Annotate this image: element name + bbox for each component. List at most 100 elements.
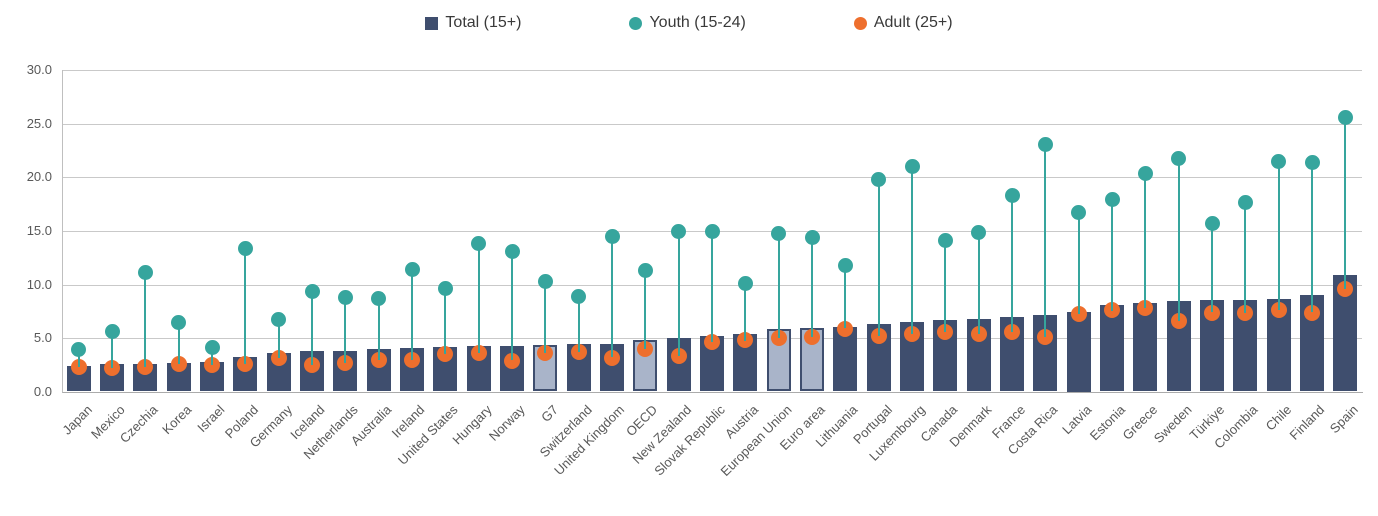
axis-frame xyxy=(62,70,1363,393)
youth-dot-legend-swatch-icon xyxy=(629,16,643,30)
adult-dot-germany xyxy=(271,350,287,366)
youth-dot-hungary xyxy=(471,236,486,251)
youth-dot-japan xyxy=(71,342,86,357)
adult-dot-japan xyxy=(71,359,87,375)
adult-dot-israel xyxy=(204,357,220,373)
youth-dot-sweden xyxy=(1171,151,1186,166)
total-bar-legend-swatch-icon xyxy=(425,16,439,30)
adult-dot-switzerland xyxy=(571,344,587,360)
youth-dot-norway xyxy=(505,244,520,259)
youth-stem-new-zealand xyxy=(678,231,680,356)
y-axis-tick-10.0: 10.0 xyxy=(26,277,52,292)
adult-dot-legend-swatch-icon xyxy=(853,16,867,30)
gridline-30.0 xyxy=(62,70,1362,71)
youth-stem-israel xyxy=(211,348,213,365)
youth-dot-estonia xyxy=(1105,192,1120,207)
x-label-g7: G7 xyxy=(538,402,561,425)
youth-stem-hungary xyxy=(478,244,480,353)
adult-dot-luxembourg xyxy=(904,326,920,342)
adult-dot-g7 xyxy=(537,345,553,361)
youth-dot-korea xyxy=(171,315,186,330)
youth-dot-austria xyxy=(738,276,753,291)
adult-dot-united-states xyxy=(437,346,453,362)
youth-dot-chile xyxy=(1271,154,1286,169)
legend-item-adult: Adult (25+) xyxy=(853,14,953,32)
youth-stem-european-union xyxy=(778,233,780,338)
adult-dot-iceland xyxy=(304,357,320,373)
adult-dot-sweden xyxy=(1171,313,1187,329)
youth-dot-france xyxy=(1005,188,1020,203)
youth-stem-sweden xyxy=(1178,158,1180,321)
chart-legend: Total (15+) Youth (15-24) Adult (25+) xyxy=(0,14,1378,32)
youth-dot-czechia xyxy=(138,265,153,280)
youth-stem-spain xyxy=(1344,117,1346,289)
youth-dot-finland xyxy=(1305,155,1320,170)
youth-stem-estonia xyxy=(1111,200,1113,311)
youth-dot-greece xyxy=(1138,166,1153,181)
legend-item-total: Total (15+) xyxy=(425,14,521,32)
legend-item-youth: Youth (15-24) xyxy=(629,14,746,32)
youth-dot-netherlands xyxy=(338,290,353,305)
adult-dot-greece xyxy=(1137,300,1153,316)
youth-stem-g7 xyxy=(544,281,546,353)
youth-stem-turkiye xyxy=(1211,223,1213,312)
gridline-20.0 xyxy=(62,177,1362,178)
adult-dot-korea xyxy=(171,356,187,372)
youth-stem-canada xyxy=(944,241,946,332)
x-label-korea: Korea xyxy=(159,402,195,438)
y-axis-tick-0.0: 0.0 xyxy=(33,384,52,399)
youth-stem-germany xyxy=(278,319,280,358)
y-axis-tick-5.0: 5.0 xyxy=(33,330,52,345)
youth-stem-korea xyxy=(178,322,180,364)
youth-dot-spain xyxy=(1338,110,1353,125)
x-label-estonia: Estonia xyxy=(1086,402,1128,444)
youth-dot-luxembourg xyxy=(905,159,920,174)
legend-label-youth: Youth (15-24) xyxy=(649,14,746,31)
youth-stem-ireland xyxy=(411,270,413,360)
youth-stem-slovak-republic xyxy=(711,231,713,342)
adult-dot-slovak-republic xyxy=(704,334,720,350)
youth-dot-oecd xyxy=(638,263,653,278)
gridline-25.0 xyxy=(62,124,1362,125)
youth-stem-mexico xyxy=(111,332,113,368)
youth-dot-australia xyxy=(371,291,386,306)
adult-dot-poland xyxy=(237,356,253,372)
adult-dot-latvia xyxy=(1071,306,1087,322)
y-axis-tick-30.0: 30.0 xyxy=(26,62,52,77)
total-bar-lithuania xyxy=(833,327,857,391)
youth-dot-g7 xyxy=(538,274,553,289)
youth-dot-colombia xyxy=(1238,195,1253,210)
youth-stem-euro-area xyxy=(811,237,813,337)
youth-stem-norway xyxy=(511,251,513,360)
adult-dot-czechia xyxy=(137,359,153,375)
adult-dot-portugal xyxy=(871,328,887,344)
youth-dot-lithuania xyxy=(838,258,853,273)
youth-stem-netherlands xyxy=(344,298,346,363)
x-label-spain: Spain xyxy=(1326,402,1361,437)
adult-dot-euro-area xyxy=(804,329,820,345)
adult-dot-canada xyxy=(937,324,953,340)
youth-stem-australia xyxy=(378,299,380,360)
adult-dot-chile xyxy=(1271,302,1287,318)
adult-dot-denmark xyxy=(971,326,987,342)
youth-dot-denmark xyxy=(971,225,986,240)
youth-stem-poland xyxy=(244,248,246,364)
youth-dot-portugal xyxy=(871,172,886,187)
adult-dot-oecd xyxy=(637,341,653,357)
x-label-finland: Finland xyxy=(1286,402,1328,443)
youth-stem-japan xyxy=(78,349,80,367)
youth-stem-finland xyxy=(1311,162,1313,312)
youth-stem-oecd xyxy=(644,271,646,349)
x-label-norway: Norway xyxy=(485,402,528,444)
adult-dot-colombia xyxy=(1237,305,1253,321)
youth-stem-portugal xyxy=(878,179,880,336)
y-axis-tick-20.0: 20.0 xyxy=(26,169,52,184)
youth-dot-european-union xyxy=(771,226,786,241)
youth-stem-denmark xyxy=(978,232,980,334)
adult-dot-new-zealand xyxy=(671,348,687,364)
youth-stem-colombia xyxy=(1244,202,1246,313)
youth-stem-switzerland xyxy=(578,296,580,352)
x-label-sweden: Sweden xyxy=(1150,402,1195,446)
adult-dot-european-union xyxy=(771,330,787,346)
youth-dot-israel xyxy=(205,340,220,355)
